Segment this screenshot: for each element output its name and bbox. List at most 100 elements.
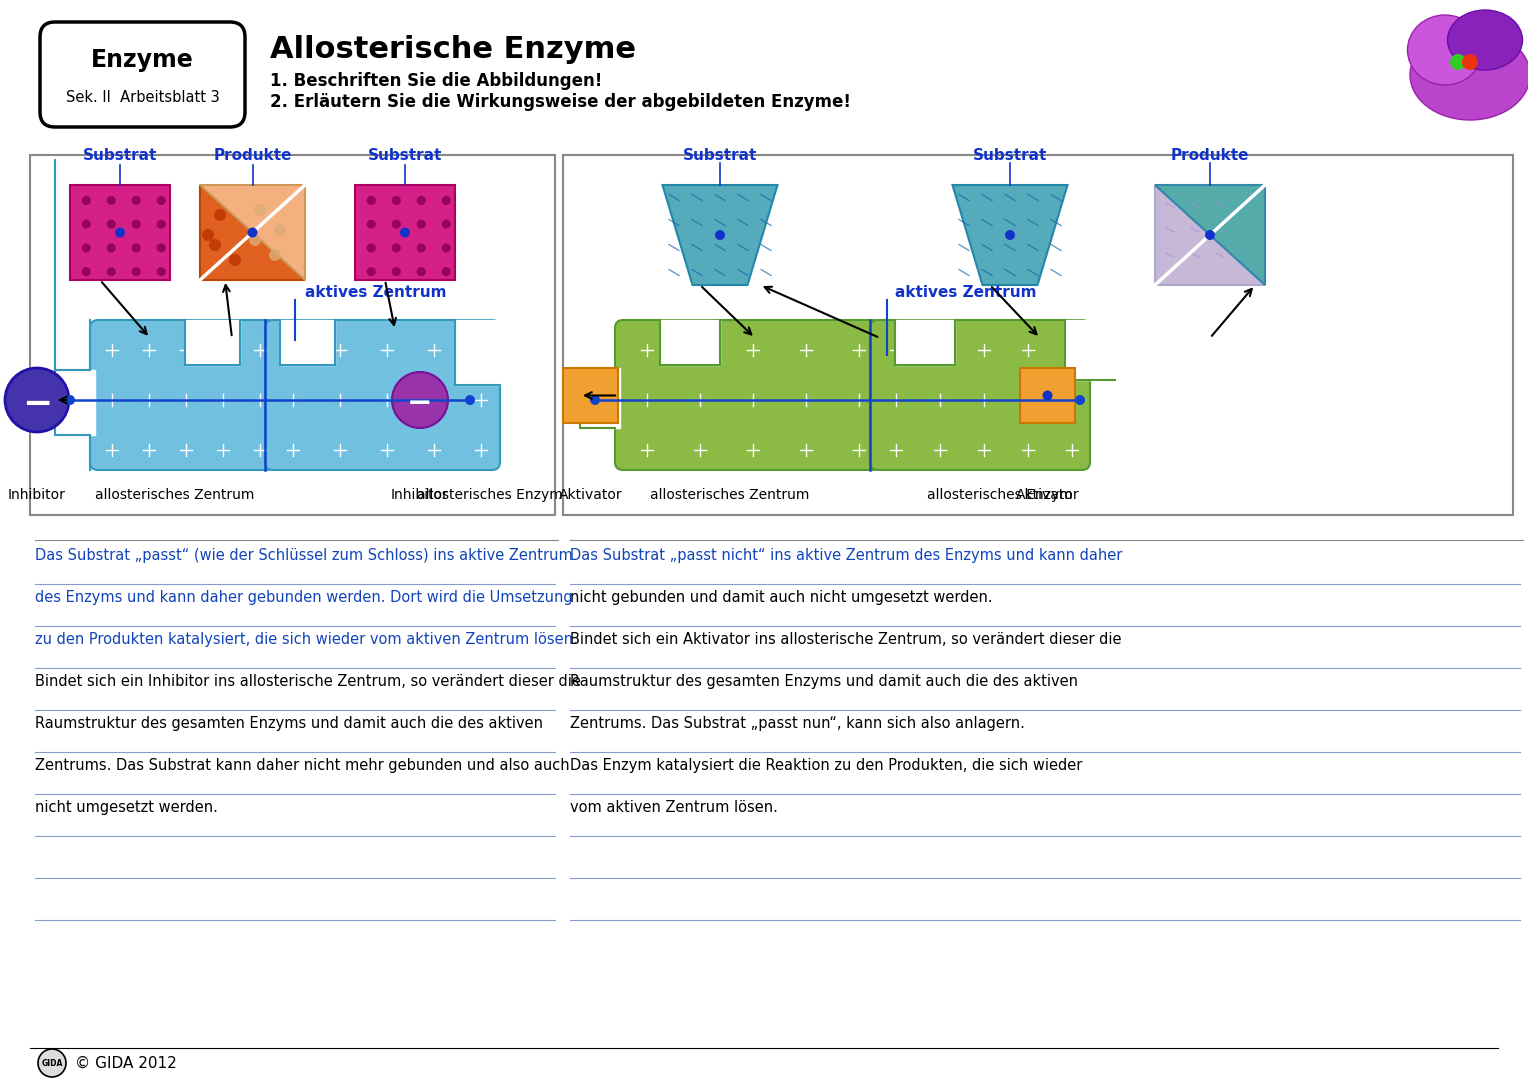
Text: 1. Beschriften Sie die Abbildungen!: 1. Beschriften Sie die Abbildungen! <box>270 72 602 90</box>
Text: Produkte: Produkte <box>1170 148 1250 163</box>
Text: des Enzyms und kann daher gebunden werden. Dort wird die Umsetzung: des Enzyms und kann daher gebunden werde… <box>35 590 573 605</box>
Polygon shape <box>1155 185 1265 285</box>
Bar <box>354 185 455 280</box>
Text: Zentrums. Das Substrat „passt nun“, kann sich also anlagern.: Zentrums. Das Substrat „passt nun“, kann… <box>570 716 1025 731</box>
Text: allosterisches Enzym: allosterisches Enzym <box>417 488 562 502</box>
Circle shape <box>367 267 376 276</box>
Text: allosterisches Zentrum: allosterisches Zentrum <box>95 488 255 502</box>
Text: Substrat: Substrat <box>368 148 442 163</box>
Circle shape <box>367 195 376 205</box>
Circle shape <box>715 230 724 240</box>
Text: Raumstruktur des gesamten Enzyms und damit auch die des aktiven: Raumstruktur des gesamten Enzyms und dam… <box>570 674 1077 689</box>
Polygon shape <box>1155 185 1265 285</box>
Text: Zentrums. Das Substrat kann daher nicht mehr gebunden und also auch: Zentrums. Das Substrat kann daher nicht … <box>35 758 570 773</box>
Circle shape <box>131 243 141 253</box>
Circle shape <box>214 210 226 221</box>
Text: Substrat: Substrat <box>973 148 1047 163</box>
Text: nicht umgesetzt werden.: nicht umgesetzt werden. <box>35 800 219 815</box>
Text: 2. Erläutern Sie die Wirkungsweise der abgebildeten Enzyme!: 2. Erläutern Sie die Wirkungsweise der a… <box>270 93 851 111</box>
Bar <box>660 320 720 365</box>
Text: Produkte: Produkte <box>214 148 292 163</box>
Circle shape <box>209 239 222 251</box>
Bar <box>185 320 240 365</box>
Circle shape <box>107 243 116 253</box>
Bar <box>455 320 504 384</box>
Text: GIDA: GIDA <box>41 1058 63 1067</box>
Circle shape <box>81 219 90 229</box>
Circle shape <box>202 229 214 241</box>
Bar <box>70 185 170 280</box>
Circle shape <box>1206 230 1215 240</box>
Text: Raumstruktur des gesamten Enzyms und damit auch die des aktiven: Raumstruktur des gesamten Enzyms und dam… <box>35 716 542 731</box>
Circle shape <box>367 219 376 229</box>
Circle shape <box>1042 391 1053 401</box>
Circle shape <box>81 243 90 253</box>
Ellipse shape <box>1410 30 1528 120</box>
Circle shape <box>391 267 400 276</box>
Circle shape <box>465 395 475 405</box>
Bar <box>1021 368 1076 423</box>
Circle shape <box>391 195 400 205</box>
Circle shape <box>107 195 116 205</box>
Text: aktives Zentrum: aktives Zentrum <box>895 285 1036 300</box>
Circle shape <box>393 372 448 428</box>
Bar <box>55 370 95 435</box>
Circle shape <box>115 228 125 238</box>
Ellipse shape <box>1447 10 1522 70</box>
Circle shape <box>5 368 69 432</box>
Text: © GIDA 2012: © GIDA 2012 <box>75 1055 177 1070</box>
FancyBboxPatch shape <box>40 22 244 127</box>
Circle shape <box>417 267 426 276</box>
Circle shape <box>367 243 376 253</box>
Text: Inhibitor: Inhibitor <box>391 488 449 502</box>
Circle shape <box>107 219 116 229</box>
Bar <box>562 156 1513 515</box>
FancyBboxPatch shape <box>264 320 500 470</box>
Text: Das Substrat „passt nicht“ ins aktive Zentrum des Enzyms und kann daher: Das Substrat „passt nicht“ ins aktive Ze… <box>570 548 1123 563</box>
Bar <box>1065 320 1115 380</box>
Text: Das Substrat „passt“ (wie der Schlüssel zum Schloss) ins aktive Zentrum: Das Substrat „passt“ (wie der Schlüssel … <box>35 548 573 563</box>
Text: allosterisches Enzym: allosterisches Enzym <box>927 488 1073 502</box>
Polygon shape <box>952 185 1068 285</box>
Text: Allosterische Enzyme: Allosterische Enzyme <box>270 35 636 64</box>
Text: allosterisches Zentrum: allosterisches Zentrum <box>651 488 810 502</box>
Text: −: − <box>21 387 52 421</box>
Circle shape <box>417 243 426 253</box>
Circle shape <box>442 267 451 276</box>
Circle shape <box>81 195 90 205</box>
Circle shape <box>391 243 400 253</box>
Bar <box>280 320 335 365</box>
Text: vom aktiven Zentrum lösen.: vom aktiven Zentrum lösen. <box>570 800 778 815</box>
Circle shape <box>248 228 258 238</box>
Circle shape <box>38 1049 66 1077</box>
Circle shape <box>131 267 141 276</box>
Circle shape <box>400 228 410 238</box>
Circle shape <box>81 267 90 276</box>
Circle shape <box>269 249 281 261</box>
Text: Bindet sich ein Aktivator ins allosterische Zentrum, so verändert dieser die: Bindet sich ein Aktivator ins allosteris… <box>570 632 1122 647</box>
Text: Substrat: Substrat <box>683 148 758 163</box>
Text: Bindet sich ein Inhibitor ins allosterische Zentrum, so verändert dieser die: Bindet sich ein Inhibitor ins allosteris… <box>35 674 581 689</box>
Text: −: − <box>408 390 432 418</box>
Text: Sek. II  Arbeitsblatt 3: Sek. II Arbeitsblatt 3 <box>66 90 220 105</box>
Text: Aktivator: Aktivator <box>1016 488 1079 502</box>
Circle shape <box>417 195 426 205</box>
Circle shape <box>442 219 451 229</box>
FancyBboxPatch shape <box>90 320 275 470</box>
Circle shape <box>442 195 451 205</box>
Text: Substrat: Substrat <box>83 148 157 163</box>
Circle shape <box>157 195 167 205</box>
Text: Enzyme: Enzyme <box>92 48 194 72</box>
Circle shape <box>590 395 601 405</box>
Circle shape <box>1450 54 1465 70</box>
FancyBboxPatch shape <box>869 320 1089 470</box>
Text: Inhibitor: Inhibitor <box>8 488 66 502</box>
Polygon shape <box>663 185 778 285</box>
Polygon shape <box>200 185 306 280</box>
Circle shape <box>442 243 451 253</box>
Text: aktives Zentrum: aktives Zentrum <box>306 285 446 300</box>
Circle shape <box>157 267 167 276</box>
Circle shape <box>157 219 167 229</box>
Text: nicht gebunden und damit auch nicht umgesetzt werden.: nicht gebunden und damit auch nicht umge… <box>570 590 993 605</box>
Circle shape <box>417 219 426 229</box>
